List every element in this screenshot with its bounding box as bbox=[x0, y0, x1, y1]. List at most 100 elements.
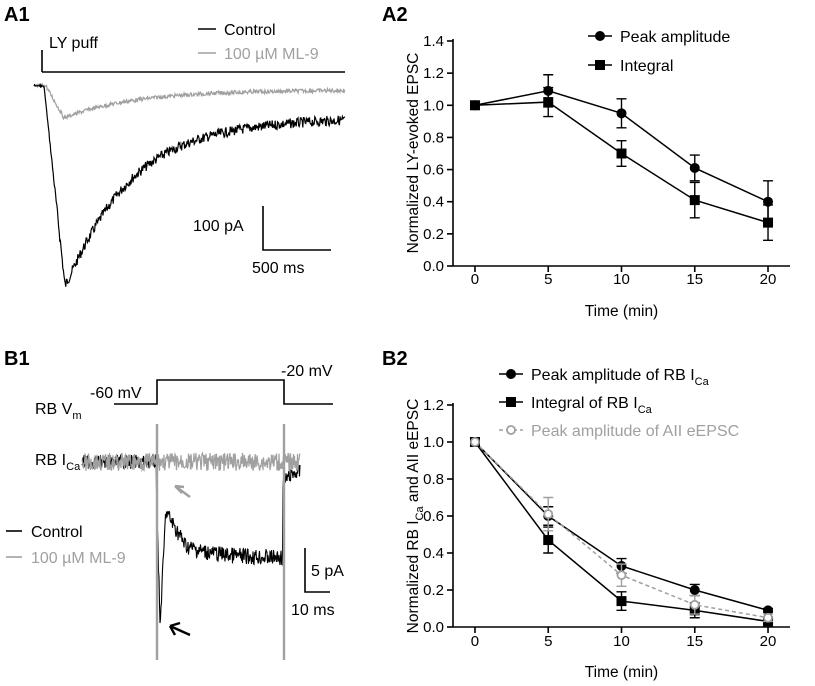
tail-arrow-ml9 bbox=[174, 484, 191, 498]
scale-label-current-a1: 100 pA bbox=[193, 218, 244, 235]
y-tick-label: 0.0 bbox=[423, 258, 444, 275]
legend-marker bbox=[506, 425, 516, 435]
panel-b1: B1 -60 mV -20 mV RB Vm RB ICa Control 10… bbox=[4, 348, 344, 660]
legend-marker bbox=[506, 397, 516, 407]
panel-label-b2: B2 bbox=[382, 348, 408, 370]
holding-potential-label: -60 mV bbox=[90, 385, 142, 402]
control-current-trace bbox=[33, 82, 346, 287]
x-tick-label: 5 bbox=[544, 633, 552, 650]
legend-label-text: Integral of RB I bbox=[531, 395, 638, 412]
panel-label-a1: A1 bbox=[4, 4, 30, 26]
data-point bbox=[689, 162, 700, 173]
series-1 bbox=[469, 437, 774, 627]
legend-label-control: Control bbox=[224, 22, 276, 39]
y-axis-label-text: Normalized LY-evoked EPSC bbox=[405, 53, 422, 254]
x-tick-label: 5 bbox=[544, 271, 552, 288]
y-tick-label: 0.8 bbox=[423, 471, 444, 488]
x-tick-label: 20 bbox=[760, 271, 777, 288]
panel-label-a2: A2 bbox=[382, 4, 408, 26]
y-tick-label: 0.4 bbox=[423, 545, 444, 562]
legend-entry-2: Peak amplitude of AII eEPSC bbox=[499, 423, 739, 440]
y-tick-label: 1.0 bbox=[423, 97, 444, 114]
y-tick-label: 1.0 bbox=[423, 434, 444, 451]
scale-bar-a1 bbox=[262, 206, 331, 251]
y-axis-label: Normalized RB ICa and AII eEPSC bbox=[405, 399, 426, 634]
ica-trace-label: RB ICa bbox=[35, 452, 81, 473]
legend-label: Integral of RB ICa bbox=[531, 395, 653, 416]
x-axis-label: Time (min) bbox=[585, 664, 658, 681]
legend-label-ml9-b1: 100 µM ML-9 bbox=[31, 550, 126, 567]
y-axis-label-sub: Ca bbox=[414, 506, 426, 521]
puff-timing-line bbox=[41, 50, 345, 73]
series-2 bbox=[470, 437, 774, 623]
legend-label: Peak amplitude of RB ICa bbox=[531, 367, 710, 388]
data-point bbox=[543, 509, 554, 520]
panel-a2: A2 0.0 0.2 0.4 0.6 0.8 1.0 1.2 1.4 0 5 10 15 20 Time … bbox=[382, 4, 790, 320]
series-0 bbox=[469, 437, 774, 616]
x-axis-label: Time (min) bbox=[585, 303, 658, 320]
y-axis-label: Normalized LY-evoked EPSC bbox=[405, 53, 422, 254]
legend-marker bbox=[506, 369, 516, 379]
ml9-current-trace bbox=[33, 82, 346, 121]
legend-label-text: Integral bbox=[620, 58, 673, 75]
y-tick-label: 0.6 bbox=[423, 508, 444, 525]
legend-entry-0: Peak amplitude of RB ICa bbox=[499, 367, 710, 388]
chart-b2: 0.0 0.2 0.4 0.6 0.8 1.0 1.2 0 5 10 15 20 Time (min) N… bbox=[405, 367, 790, 681]
legend-entry-0: Peak amplitude bbox=[588, 29, 730, 46]
legend-marker bbox=[595, 31, 605, 41]
y-tick-label: 0.2 bbox=[423, 226, 444, 243]
data-point bbox=[763, 217, 774, 228]
legend-marker bbox=[595, 60, 605, 70]
legend-label-sub: Ca bbox=[638, 404, 653, 416]
data-point bbox=[469, 100, 480, 111]
y-tick-label: 1.2 bbox=[423, 397, 444, 414]
panel-a1: A1 LY puff Control 100 µM ML-9 100 pA 50… bbox=[4, 4, 346, 287]
data-point bbox=[616, 108, 627, 119]
legend-label-ml9: 100 µM ML-9 bbox=[224, 46, 319, 63]
data-point bbox=[470, 437, 480, 447]
data-point bbox=[616, 570, 627, 581]
legend-entry-1: Integral bbox=[588, 58, 673, 75]
chart-a2: 0.0 0.2 0.4 0.6 0.8 1.0 1.2 1.4 0 5 10 15 20 Time (mi… bbox=[405, 29, 790, 320]
y-tick-label: 1.4 bbox=[423, 33, 444, 50]
panel-b2: B2 0.0 0.2 0.4 0.6 0.8 1.0 1.2 0 5 10 15 20 Time (mi… bbox=[382, 348, 790, 681]
scale-label-current-b1: 5 pA bbox=[311, 563, 344, 580]
x-tick-label: 10 bbox=[613, 271, 630, 288]
ml9-ica-trace bbox=[81, 451, 301, 473]
y-tick-label: 0.2 bbox=[423, 582, 444, 599]
legend-label-control-b1: Control bbox=[31, 524, 83, 541]
y-tick-label: 0.0 bbox=[423, 619, 444, 636]
legend-label-sub: Ca bbox=[695, 376, 710, 388]
voltage-step-protocol bbox=[114, 379, 333, 405]
vm-trace-label: RB Vm bbox=[35, 401, 82, 422]
legend-label: Peak amplitude of AII eEPSC bbox=[531, 423, 739, 440]
capacitive-transients bbox=[155, 424, 286, 660]
legend-label: Integral bbox=[620, 58, 673, 75]
data-point bbox=[616, 148, 627, 159]
x-tick-label: 0 bbox=[471, 271, 479, 288]
legend-label: Peak amplitude bbox=[620, 29, 730, 46]
data-point bbox=[543, 97, 554, 108]
data-point bbox=[763, 196, 774, 207]
x-tick-label: 15 bbox=[686, 271, 703, 288]
panel-label-b1: B1 bbox=[4, 348, 30, 370]
data-point bbox=[689, 585, 700, 595]
scale-label-time-b1: 10 ms bbox=[291, 602, 335, 619]
data-point bbox=[616, 596, 627, 607]
legend-label-text: Peak amplitude bbox=[620, 29, 730, 46]
x-tick-label: 15 bbox=[686, 633, 703, 650]
step-potential-label: -20 mV bbox=[281, 363, 333, 380]
y-tick-label: 0.4 bbox=[423, 194, 444, 211]
puff-label: LY puff bbox=[49, 35, 98, 52]
x-tick-label: 10 bbox=[613, 633, 630, 650]
scale-label-time-a1: 500 ms bbox=[252, 260, 304, 277]
x-tick-label: 20 bbox=[760, 633, 777, 650]
legend-entry-1: Integral of RB ICa bbox=[499, 395, 653, 416]
y-tick-label: 0.6 bbox=[423, 162, 444, 179]
peak-arrow-control bbox=[168, 621, 191, 637]
scale-bar-b1 bbox=[304, 548, 330, 593]
y-tick-label: 1.2 bbox=[423, 65, 444, 82]
data-point bbox=[689, 599, 700, 610]
